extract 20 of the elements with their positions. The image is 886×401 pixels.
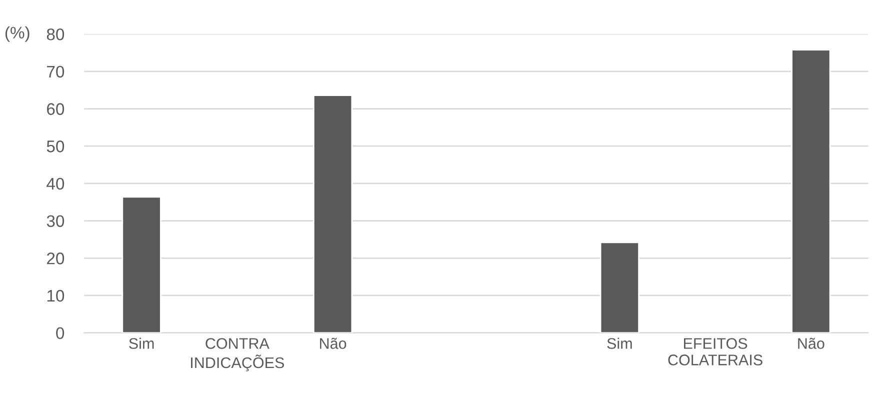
- y-tick-label: 80: [46, 28, 64, 40]
- y-tick-label: 60: [47, 103, 64, 115]
- bar: [312, 94, 353, 333]
- x-tick-label: Não: [320, 338, 346, 349]
- x-tick-label: CONTRA INDICAÇÕES: [191, 338, 284, 372]
- y-tick-label: 40: [46, 178, 64, 190]
- x-tick-label: EFEITOS COLATERAIS: [668, 338, 762, 366]
- bar: [600, 242, 640, 333]
- bar: [122, 196, 162, 333]
- y-tick-label: 30: [46, 215, 64, 228]
- y-axis-title: (%): [5, 26, 30, 42]
- y-tick-label: 10: [47, 290, 64, 302]
- y-tick-label: 0: [56, 327, 64, 340]
- y-tick-label: 50: [46, 140, 64, 152]
- y-tick-label: 70: [47, 66, 64, 78]
- y-tick-label: 20: [47, 252, 64, 264]
- x-tick-label: Não: [798, 338, 824, 349]
- x-tick-label: Sim: [129, 338, 154, 349]
- bar: [791, 49, 831, 333]
- x-tick-label: Sim: [607, 338, 632, 349]
